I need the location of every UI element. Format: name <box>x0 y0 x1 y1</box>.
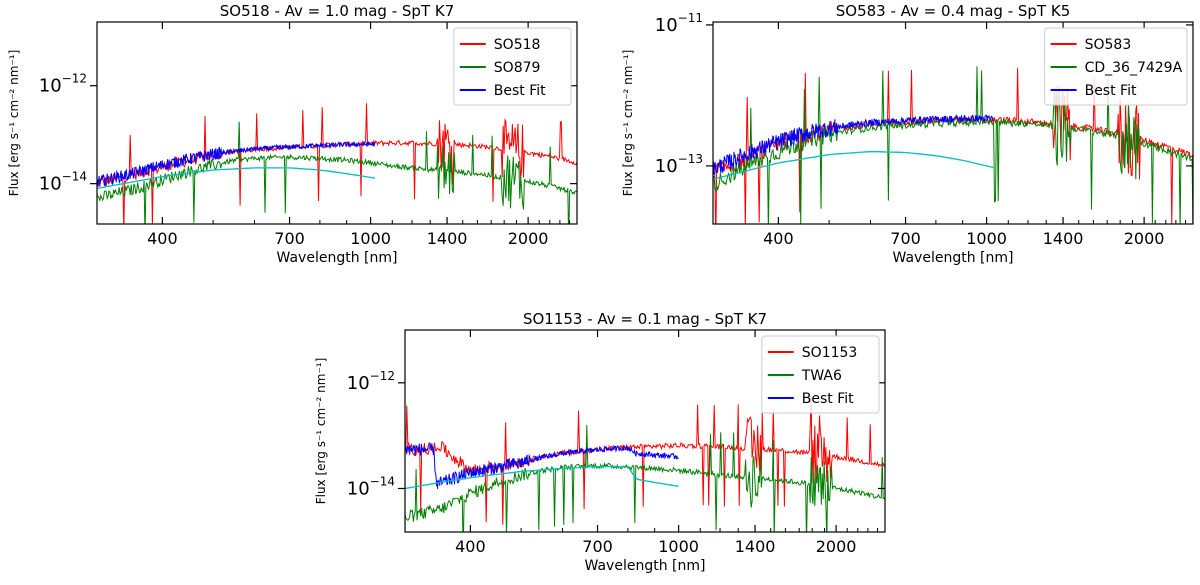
x-tick-label: 1400 <box>427 229 468 248</box>
x-tick-label: 400 <box>147 229 178 248</box>
legend-label: SO583 <box>1085 37 1132 53</box>
legend-box <box>761 335 880 414</box>
legend-label: SO1153 <box>802 345 858 361</box>
plot-area <box>713 66 1193 224</box>
legend: SO1153 TWA6 Best Fit <box>761 335 880 414</box>
x-tick-label: 700 <box>890 229 921 248</box>
y-axis-label: Flux [erg s⁻¹ cm⁻² nm⁻¹] <box>314 358 328 505</box>
series-line-best-fit <box>405 442 679 489</box>
axes-frame <box>712 21 1194 225</box>
plot-area <box>405 394 885 532</box>
x-tick-label: 1000 <box>658 537 699 556</box>
y-tick-label: 10−12 <box>39 72 87 97</box>
chart-title: SO518 - Av = 1.0 mag - SpT K7 <box>220 2 455 20</box>
legend-box <box>1044 27 1188 106</box>
axes-frame <box>404 329 886 533</box>
x-tick-label: 700 <box>274 229 305 248</box>
y-axis-label: Flux [erg s⁻¹ cm⁻² nm⁻¹] <box>7 50 21 197</box>
series-line-best-fit <box>713 113 994 176</box>
series-line-so518 <box>97 103 577 224</box>
legend-label: Best Fit <box>802 391 854 407</box>
x-tick-label: 400 <box>455 537 486 556</box>
legend-label: Best Fit <box>1085 83 1137 99</box>
x-axis-label: Wavelength [nm] <box>277 250 398 266</box>
legend-label: SO879 <box>494 60 541 76</box>
y-tick-label: 10−14 <box>347 474 395 499</box>
x-tick-label: 700 <box>582 537 613 556</box>
x-tick-label: 1000 <box>350 229 391 248</box>
plot-area <box>97 103 577 224</box>
legend-label: CD_36_7429A <box>1085 60 1183 76</box>
chart-title: SO583 - Av = 0.4 mag - SpT K5 <box>836 2 1071 20</box>
x-tick-label: 1400 <box>735 537 776 556</box>
x-axis-label: Wavelength [nm] <box>585 558 706 574</box>
x-tick-label: 1000 <box>966 229 1007 248</box>
x-tick-label: 400 <box>763 229 794 248</box>
x-tick-label: 1400 <box>1043 229 1084 248</box>
legend-label: SO518 <box>494 37 541 53</box>
x-tick-label: 2000 <box>1124 229 1165 248</box>
y-tick-label: 10−12 <box>347 369 395 394</box>
series-line-twa6 <box>405 425 885 532</box>
series-line-model-curve <box>97 167 376 190</box>
series-line-so1153 <box>405 394 885 525</box>
y-tick-label: 10−13 <box>655 152 703 177</box>
chart-panel-1: 400 700 1000 1400 2000 10−12 10−14 SO518 - Av =… <box>7 2 578 266</box>
series-line-model-curve <box>405 465 679 490</box>
y-tick-label: 10−11 <box>655 11 703 36</box>
x-tick-label: 2000 <box>816 537 857 556</box>
axes-frame <box>96 21 578 225</box>
y-axis-label: Flux [erg s⁻¹ cm⁻² nm⁻¹] <box>621 50 635 197</box>
x-axis-label: Wavelength [nm] <box>893 250 1014 266</box>
x-tick-label: 2000 <box>508 229 549 248</box>
legend: SO518 SO879 Best Fit <box>453 27 572 106</box>
legend-label: TWA6 <box>801 368 842 384</box>
chart-panel-2: 400 700 1000 1400 2000 10−11 10−13 SO583 - Av =… <box>621 2 1194 266</box>
legend-box <box>453 27 572 106</box>
series-line-model-curve <box>713 150 994 180</box>
y-tick-label: 10−14 <box>39 170 87 195</box>
chart-title: SO1153 - Av = 0.1 mag - SpT K7 <box>523 310 767 328</box>
chart-panel-3: 400 700 1000 1400 2000 10−12 10−14 SO1153 - Av … <box>314 310 886 574</box>
legend-label: Best Fit <box>494 83 546 99</box>
legend: SO583 CD_36_7429A Best Fit <box>1044 27 1188 106</box>
series-line-best-fit <box>97 141 376 187</box>
series-line-so879 <box>97 121 577 224</box>
